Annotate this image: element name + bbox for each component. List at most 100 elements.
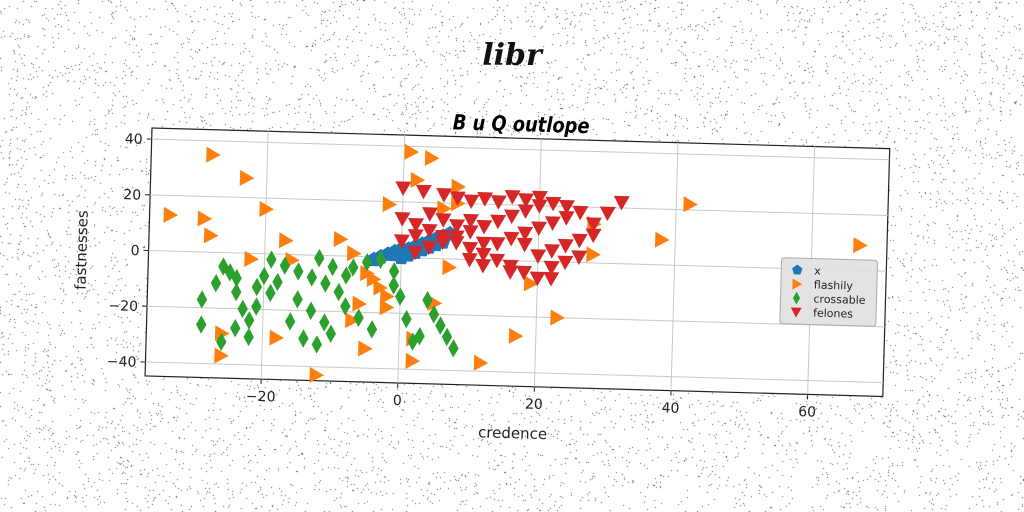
felones-point <box>448 230 465 245</box>
flashily-point <box>278 232 294 249</box>
crossable-point <box>258 266 270 286</box>
crossable-point <box>251 277 263 297</box>
flashily-point <box>346 245 362 262</box>
crossable-point <box>196 315 207 334</box>
flashily-point <box>214 325 230 342</box>
flashily-point <box>853 237 868 254</box>
legend-box <box>779 257 879 327</box>
crossable-point <box>314 248 325 268</box>
flashily-point <box>654 231 670 248</box>
felones-point <box>502 265 519 280</box>
flashily-point <box>508 327 524 344</box>
felones-point <box>571 250 588 265</box>
felones-point <box>516 265 533 281</box>
data-points <box>163 143 868 383</box>
crossable-point <box>327 257 338 277</box>
crossable-point <box>292 290 303 309</box>
crossable-point <box>428 305 440 324</box>
y-grid-line <box>145 361 884 384</box>
crossable-point <box>375 250 386 270</box>
felones-point <box>462 225 479 240</box>
flashily-point <box>382 196 398 213</box>
crossable-point <box>279 256 291 275</box>
flashily-point <box>586 246 601 263</box>
felones-point <box>422 207 439 222</box>
crossable-point <box>251 297 262 316</box>
felones-point <box>543 271 560 287</box>
crossable-point <box>230 319 241 338</box>
crossable-point <box>394 287 406 306</box>
x-tick-label: 60 <box>798 404 816 420</box>
crossable-point <box>435 316 446 335</box>
legend-marker-x <box>792 264 803 275</box>
flashily-point <box>269 329 284 346</box>
crossable-point <box>388 262 400 281</box>
felones-point <box>462 241 479 257</box>
flashily-point <box>373 279 388 296</box>
flashily-point <box>437 200 452 217</box>
felones-point <box>585 217 602 232</box>
x-tick-label: 0 <box>393 393 402 409</box>
flashily-point <box>683 196 698 213</box>
crossable-point <box>210 273 222 293</box>
felones-point <box>449 219 466 234</box>
flashily-point <box>523 275 539 292</box>
crossable-point <box>284 312 296 331</box>
felones-point <box>407 245 424 261</box>
y-tick-label: −20 <box>108 298 138 315</box>
x-tick-label: −20 <box>246 389 276 406</box>
flashily-point <box>366 270 382 287</box>
felones-point <box>475 258 492 274</box>
x-tick-label: 20 <box>525 397 543 413</box>
figure-suptitle: libr <box>482 38 542 73</box>
y-grid-line <box>151 138 890 161</box>
crossable-point <box>401 309 412 329</box>
felones-point <box>475 236 492 252</box>
crossable-point <box>353 308 364 327</box>
felones-point <box>421 240 438 256</box>
flashily-point <box>405 352 421 369</box>
felones-point <box>531 199 548 214</box>
tick-labels: −20 0 20 40 60 −40 −20 0 20 40 <box>107 131 817 420</box>
felones-point <box>558 210 575 226</box>
crossable-point <box>320 274 331 293</box>
felones-point <box>557 255 574 271</box>
crossable-point <box>319 313 330 332</box>
felones-point <box>572 205 589 221</box>
plot-area: −20 0 20 40 60 −40 −20 0 20 40 B u Q outlope cred… <box>71 110 891 443</box>
y-tick-label: −40 <box>107 354 137 371</box>
felones-point <box>557 238 574 254</box>
flashily-point <box>203 227 219 244</box>
x-grid-line <box>260 131 269 380</box>
crossable-point <box>243 311 255 330</box>
flashily-point <box>451 178 466 195</box>
felones-point <box>531 221 548 237</box>
flashily-point <box>410 171 426 188</box>
felones-point <box>543 260 560 276</box>
felones-point <box>461 252 478 268</box>
legend-label-crossable: crossable <box>813 293 866 307</box>
felones-point <box>476 219 493 235</box>
flashily-point <box>379 288 395 305</box>
flashily-point <box>333 231 349 248</box>
felones-point <box>517 226 534 242</box>
x-point <box>387 246 403 262</box>
crossable-point <box>216 332 227 352</box>
legend-marker-crossable <box>792 291 801 305</box>
crossable-point <box>361 253 373 272</box>
crossable-point <box>298 329 309 348</box>
crossable-point <box>388 276 399 295</box>
x-grid-line <box>670 142 679 391</box>
felones-point <box>544 244 561 259</box>
crossable-point <box>441 327 453 347</box>
felones-point <box>530 249 547 264</box>
flashily-point <box>206 146 221 163</box>
crossable-point <box>231 282 242 302</box>
x-tick-label: 40 <box>661 400 679 416</box>
crossable-point <box>325 324 337 343</box>
felones-point <box>477 192 494 207</box>
felones-point <box>529 271 546 287</box>
crossable-point <box>333 282 344 302</box>
felones-point <box>613 195 630 211</box>
legend-marker-flashily <box>792 278 803 290</box>
